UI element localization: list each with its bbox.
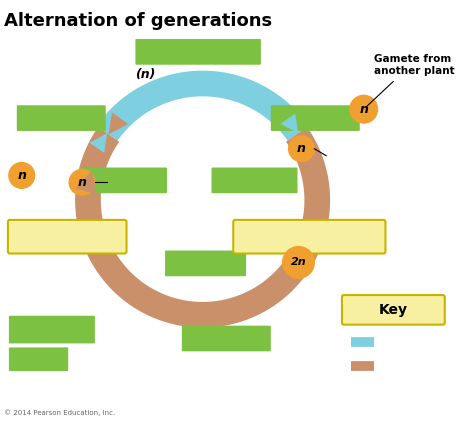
Text: n: n	[18, 169, 26, 182]
Text: n: n	[359, 103, 368, 116]
FancyBboxPatch shape	[9, 316, 95, 344]
Polygon shape	[97, 70, 309, 141]
Text: © 2014 Pearson Education, Inc.: © 2014 Pearson Education, Inc.	[4, 409, 115, 416]
Text: n: n	[297, 142, 306, 155]
FancyBboxPatch shape	[9, 347, 68, 371]
FancyBboxPatch shape	[81, 168, 167, 193]
Polygon shape	[76, 170, 97, 194]
Circle shape	[283, 246, 314, 278]
Text: (n): (n)	[135, 68, 155, 81]
Text: Gamete from
another plant: Gamete from another plant	[374, 54, 454, 76]
FancyBboxPatch shape	[233, 220, 385, 254]
FancyBboxPatch shape	[17, 105, 106, 131]
FancyBboxPatch shape	[271, 105, 360, 131]
Text: Key: Key	[379, 303, 408, 317]
FancyBboxPatch shape	[136, 39, 261, 65]
Text: n: n	[78, 176, 86, 189]
Circle shape	[350, 95, 378, 123]
Circle shape	[9, 162, 35, 188]
FancyBboxPatch shape	[182, 326, 271, 352]
FancyBboxPatch shape	[342, 295, 445, 325]
Polygon shape	[75, 127, 330, 327]
Text: Alternation of generations: Alternation of generations	[4, 12, 272, 30]
Polygon shape	[281, 114, 298, 133]
Text: 2n: 2n	[291, 257, 306, 268]
FancyBboxPatch shape	[211, 168, 298, 193]
FancyBboxPatch shape	[8, 220, 127, 254]
FancyBboxPatch shape	[165, 251, 246, 276]
Circle shape	[289, 136, 314, 162]
Polygon shape	[90, 133, 107, 153]
Polygon shape	[109, 113, 128, 134]
Circle shape	[69, 170, 95, 195]
